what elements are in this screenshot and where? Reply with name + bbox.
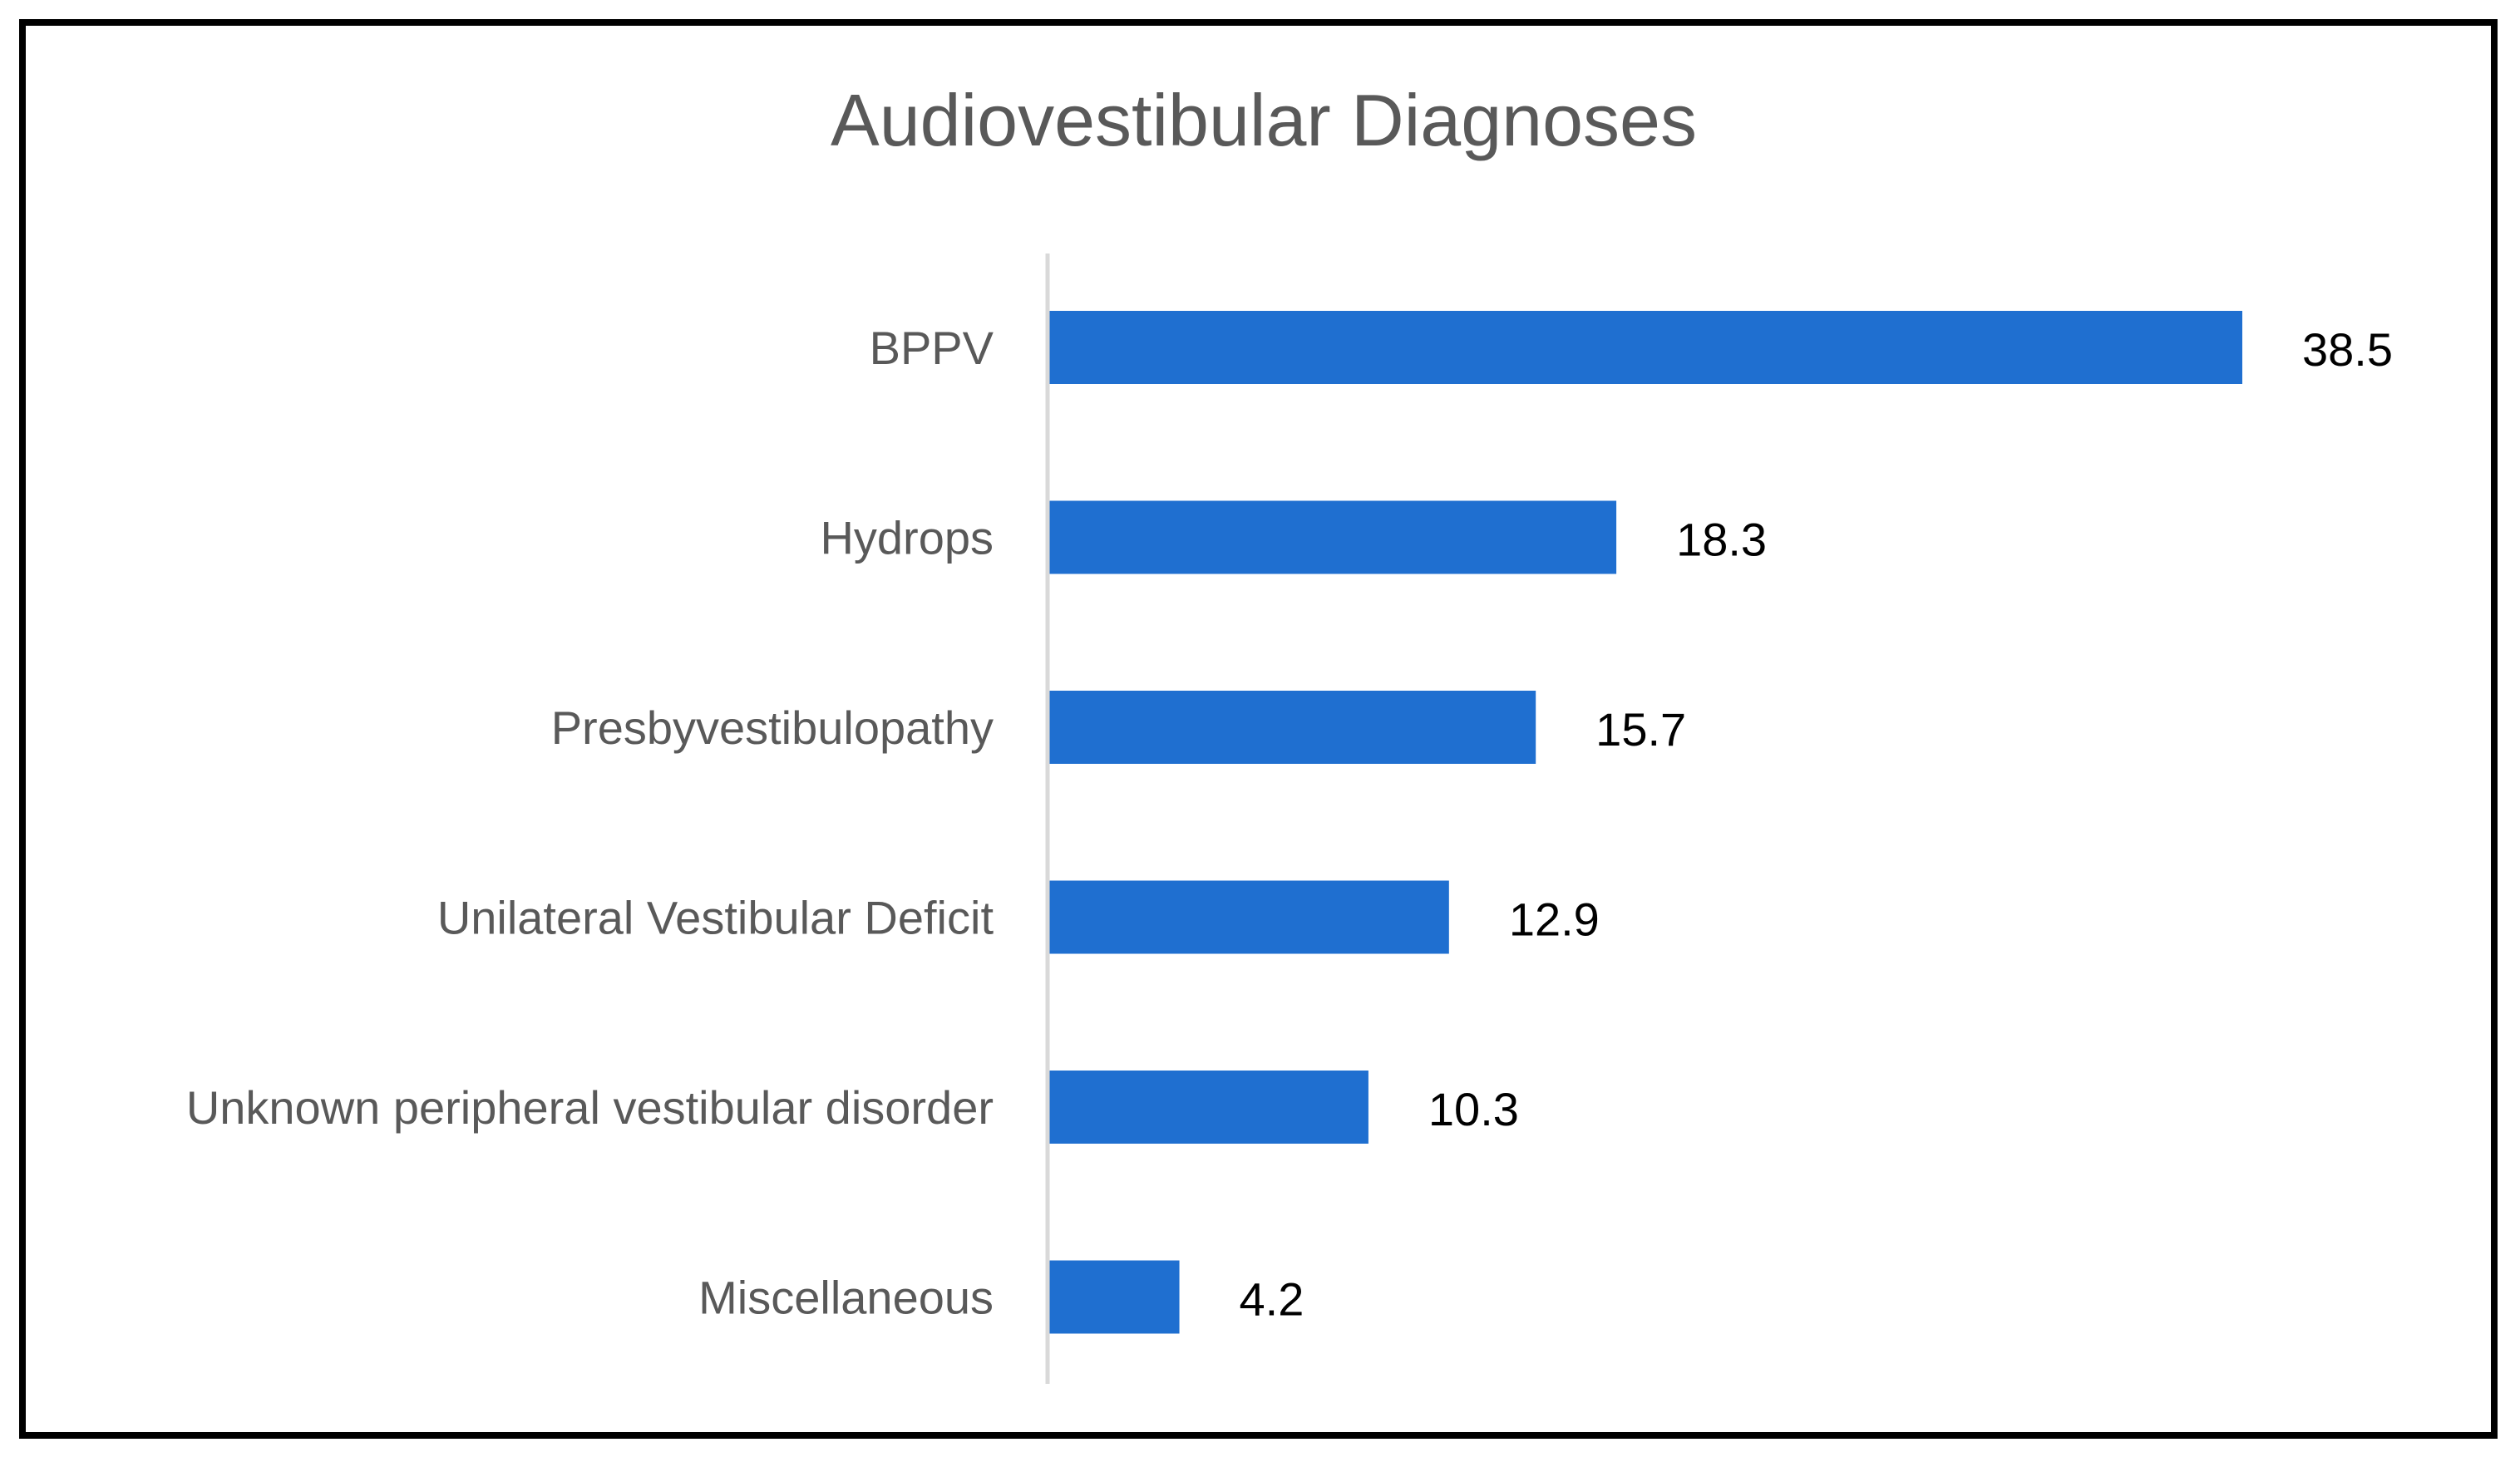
bars-layer (1049, 311, 2242, 1334)
bar-5 (1049, 1071, 1368, 1144)
bar-1 (1049, 311, 2242, 384)
bar-3 (1049, 691, 1536, 764)
bar-6 (1049, 1260, 1180, 1334)
data-label-4: 12.9 (1509, 893, 1600, 946)
data-label-2: 18.3 (1676, 514, 1767, 566)
data-label-1: 38.5 (2302, 323, 2393, 376)
bar-4 (1049, 880, 1449, 954)
category-label-6: Miscellaneous (698, 1272, 994, 1324)
category-label-5: Unknown peripheral vestibular disorder (186, 1081, 994, 1134)
data-label-3: 15.7 (1595, 703, 1686, 756)
data-label-5: 10.3 (1428, 1083, 1519, 1135)
bar-2 (1049, 500, 1617, 574)
category-label-4: Unilateral Vestibular Deficit (437, 892, 994, 944)
category-label-3: Presbyvestibulopathy (551, 701, 994, 754)
chart-title: Audiovestibular Diagnoses (831, 79, 1697, 161)
labels-layer: BPPV 38.5 Hydrops 18.3 Presbyvestibulopathy 1… (186, 322, 2393, 1326)
category-label-1: BPPV (870, 322, 994, 374)
category-label-2: Hydrops (820, 512, 994, 564)
data-label-6: 4.2 (1240, 1273, 1304, 1326)
